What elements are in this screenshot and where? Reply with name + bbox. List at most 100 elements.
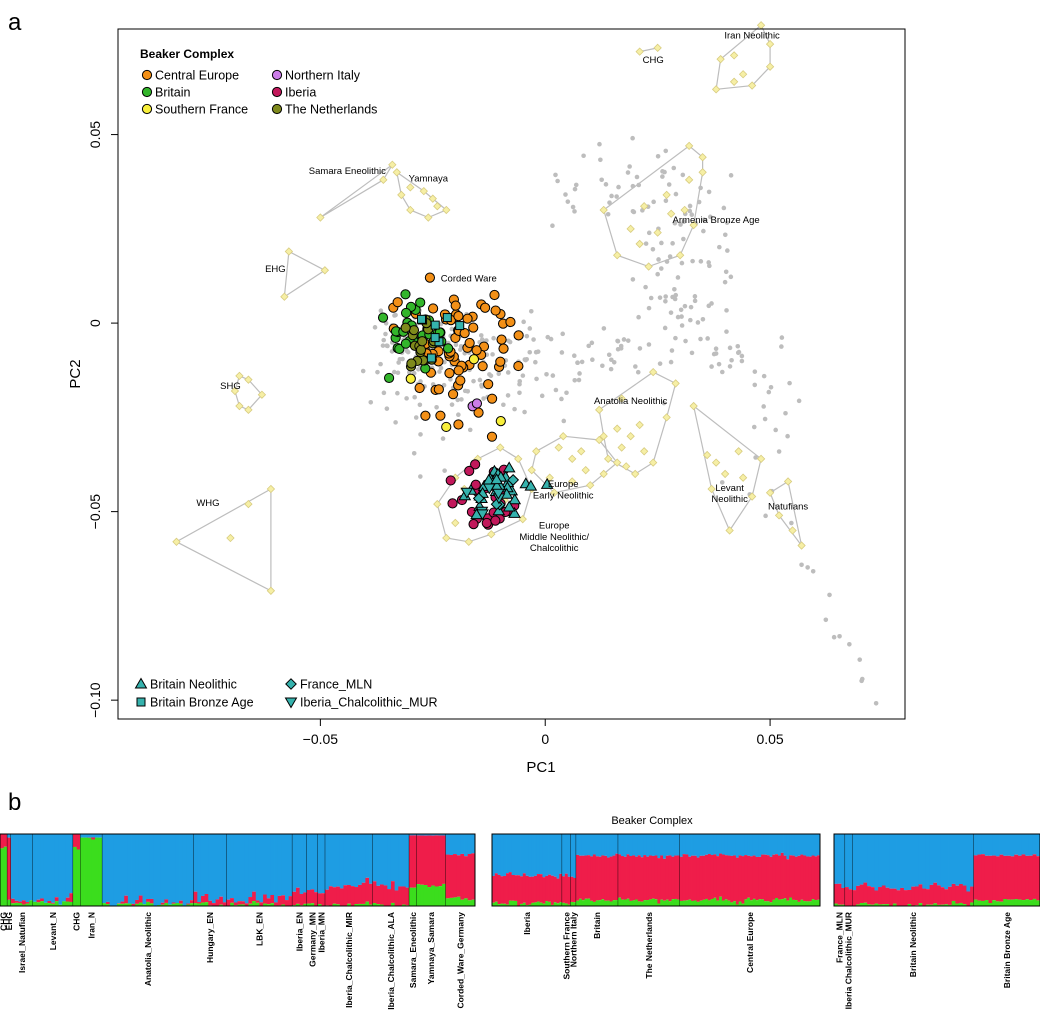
- ancient-point: [377, 312, 389, 323]
- ancient-point: [406, 358, 417, 369]
- admix-bar-red: [1003, 855, 1008, 900]
- ancient-point: [468, 354, 480, 365]
- modern-point: [859, 678, 864, 684]
- admix-bar-green: [590, 900, 594, 906]
- admix-bar-red: [761, 854, 765, 900]
- admix-bar-green: [36, 902, 41, 906]
- ancient-point: [505, 316, 516, 328]
- admix-bar-blue: [959, 834, 964, 885]
- ancient-point: [455, 321, 465, 331]
- ancient-point: [400, 338, 411, 349]
- group-label: Samara Eneolithic: [309, 166, 386, 177]
- admix-bar-blue: [376, 834, 381, 886]
- admix-bar-blue: [741, 834, 745, 857]
- hull: [769, 480, 803, 546]
- admix-bar-green: [550, 904, 555, 906]
- admix-bar-green: [105, 904, 111, 906]
- admix-bar-red: [797, 855, 801, 902]
- admix-bar-green: [929, 904, 934, 906]
- admix-bar-blue: [390, 834, 396, 882]
- admix-bar-green: [179, 903, 184, 906]
- admix-bar-blue: [69, 834, 74, 894]
- admix-bar-red: [592, 854, 597, 902]
- admix-bar-green: [531, 902, 535, 906]
- admix-bar-blue: [944, 834, 949, 890]
- admix-bar-blue: [193, 834, 198, 892]
- admix-bar-green: [870, 904, 875, 906]
- admix-bar-blue: [98, 834, 103, 838]
- admix-bar-green: [657, 903, 661, 906]
- admix-bar-red: [657, 858, 661, 904]
- admix-bar-green: [102, 903, 107, 906]
- admix-bar-blue: [612, 834, 616, 856]
- modern-point: [434, 404, 439, 410]
- admix-bar-red: [744, 855, 748, 900]
- admix-bar-red: [281, 895, 286, 905]
- ancient-point: [442, 313, 452, 323]
- modern-point: [739, 358, 745, 364]
- admix-bar-red: [881, 885, 886, 905]
- admix-bar-green: [786, 900, 790, 906]
- admix-bar-green: [758, 899, 762, 906]
- admix-bar-red: [763, 854, 768, 902]
- admix-bar-red: [679, 856, 684, 901]
- admix-bar-blue: [696, 834, 700, 858]
- admix-bar-green: [32, 901, 37, 906]
- admix-bar-red: [131, 903, 136, 906]
- reference-point: [595, 405, 604, 414]
- admix-bar-green: [752, 898, 756, 906]
- ancient-point: [426, 353, 436, 363]
- pca-panel: Iran Neolithic CHG Samara Eneolithic Yamnay…: [67, 21, 906, 776]
- admix-bar-green: [197, 903, 202, 906]
- admix-bar-green: [646, 900, 650, 906]
- admix-bar-green: [281, 904, 286, 906]
- admix-bar-green: [955, 903, 960, 906]
- modern-point: [766, 389, 772, 395]
- modern-point: [586, 343, 592, 349]
- admix-bar-blue: [587, 834, 591, 856]
- reference-point: [635, 239, 644, 249]
- admix-bar-green: [629, 900, 633, 906]
- admix-bar-green: [372, 903, 377, 906]
- admix-bar-red: [270, 894, 275, 904]
- admix-bar-green: [303, 903, 308, 906]
- reference-point: [604, 454, 613, 464]
- reference-point: [244, 405, 253, 414]
- admix-bar-red: [663, 858, 667, 901]
- modern-point: [395, 370, 401, 376]
- admix-bar-red: [200, 895, 206, 903]
- legend-label: Britain Bronze Age: [150, 696, 254, 710]
- admix-bar-red: [937, 885, 942, 905]
- admix-bar-blue: [896, 834, 901, 891]
- modern-point: [417, 402, 423, 408]
- admix-bar-blue: [863, 834, 868, 883]
- modern-point: [831, 634, 837, 640]
- admix-bar-blue: [992, 834, 997, 856]
- admix-bar-red: [525, 875, 529, 906]
- y-axis-title: PC2: [67, 359, 84, 388]
- modern-point: [572, 186, 578, 192]
- admix-bar-blue: [285, 834, 290, 901]
- admix-bar-blue: [598, 834, 602, 857]
- modern-point: [762, 416, 768, 422]
- admix-bar-red: [120, 901, 125, 904]
- modern-point: [605, 211, 611, 217]
- admix-bar-red: [492, 875, 496, 903]
- admix-bar-red: [870, 887, 875, 905]
- admix-bar-green: [738, 901, 742, 906]
- admix-bar-blue: [36, 834, 41, 900]
- admix-bar-red: [929, 884, 934, 905]
- admix-bar-green: [65, 901, 70, 906]
- modern-point: [678, 307, 684, 313]
- admix-bar-green: [200, 902, 206, 906]
- admix-bar-red: [777, 855, 782, 900]
- admix-bar-blue: [1032, 834, 1037, 855]
- admix-bar-green: [962, 904, 967, 906]
- admix-bar-red: [1010, 856, 1015, 900]
- ancient-point: [433, 384, 444, 395]
- ancient-point: [427, 303, 439, 314]
- admix-bar-blue: [859, 834, 864, 885]
- hull: [692, 404, 762, 532]
- admix-bar-red: [190, 900, 195, 904]
- admix-bar-blue: [18, 834, 23, 902]
